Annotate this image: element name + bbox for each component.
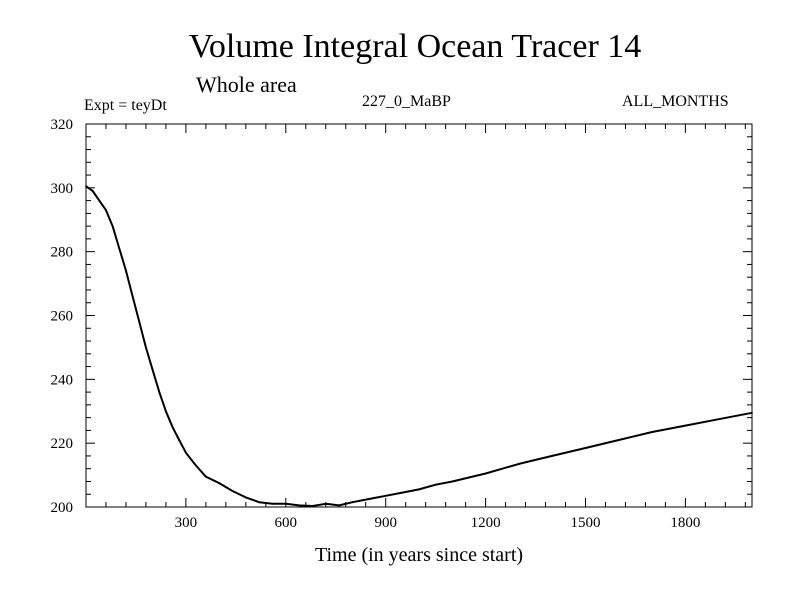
data-point — [85, 185, 87, 188]
data-point — [158, 391, 161, 393]
data-point — [324, 502, 327, 505]
experiment-label: Expt = teyDt — [84, 97, 167, 114]
axis-ticks — [86, 124, 752, 507]
data-point — [751, 411, 753, 414]
data-point — [218, 482, 221, 484]
axis-tick-labels: 300 600 900 1200 1500 1800 200 220 240 260 280 300 3… — [51, 117, 701, 531]
data-point — [651, 431, 653, 433]
data-point — [125, 269, 127, 272]
data-point — [185, 451, 187, 454]
run-label: 227_0_MaBP — [362, 93, 451, 110]
data-point — [451, 480, 454, 483]
data-point — [178, 439, 181, 441]
data-point — [131, 295, 134, 298]
data-point — [244, 496, 247, 499]
data-point — [484, 472, 487, 475]
data-point — [105, 209, 107, 212]
data-point — [298, 504, 301, 507]
data-point — [384, 494, 387, 497]
data-point — [617, 439, 620, 441]
x-tick-label: 1200 — [471, 515, 501, 531]
data-point — [717, 418, 720, 421]
y-tick-label: 300 — [51, 181, 74, 197]
data-point — [194, 464, 197, 467]
data-point — [684, 424, 687, 427]
data-point — [584, 447, 587, 449]
data-point — [151, 368, 154, 371]
data-point — [171, 426, 174, 429]
plot-frame — [85, 123, 753, 508]
y-tick-label: 260 — [51, 309, 74, 325]
data-point — [518, 463, 520, 465]
data-point — [401, 491, 404, 494]
y-tick-label: 240 — [51, 372, 74, 388]
x-tick-label: 300 — [175, 515, 198, 531]
data-point — [311, 505, 314, 507]
data-point — [284, 502, 287, 505]
data-point — [165, 410, 167, 413]
x-tick-label: 1500 — [571, 515, 601, 531]
x-axis-label: Time (in years since start) — [315, 544, 523, 566]
data-point — [418, 488, 420, 491]
y-tick-label: 200 — [51, 500, 74, 516]
data-point — [111, 225, 114, 228]
data-point — [271, 502, 274, 505]
x-tick-label: 600 — [275, 515, 298, 531]
period-label: ALL_MONTHS — [622, 93, 729, 110]
series-layer — [85, 185, 753, 507]
data-point — [91, 190, 94, 192]
y-tick-label: 220 — [51, 436, 74, 452]
y-tick-label: 320 — [51, 117, 74, 133]
chart-title: Volume Integral Ocean Tracer 14 — [188, 28, 642, 65]
x-tick-label: 1800 — [670, 515, 700, 531]
chart-subtitle: Whole area — [196, 72, 297, 97]
data-point — [434, 483, 437, 486]
series-line — [85, 185, 753, 507]
y-tick-label: 280 — [51, 245, 74, 261]
data-point — [551, 455, 554, 457]
data-point — [231, 490, 234, 492]
data-point — [118, 247, 121, 250]
data-point — [368, 498, 370, 500]
data-point — [145, 346, 147, 349]
data-point — [258, 501, 261, 504]
data-point — [338, 504, 340, 507]
data-point — [98, 199, 101, 202]
data-point — [204, 475, 207, 478]
x-tick-label: 900 — [374, 515, 397, 531]
data-point — [138, 320, 141, 323]
data-point — [351, 501, 354, 504]
